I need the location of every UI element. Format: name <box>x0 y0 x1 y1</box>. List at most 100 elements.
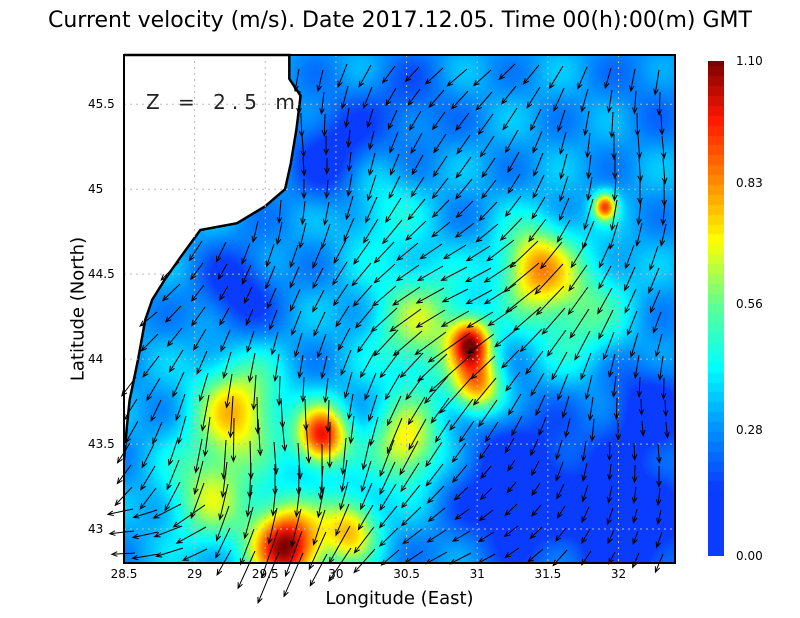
velocity-arrow <box>455 112 470 132</box>
velocity-arrow <box>141 443 155 469</box>
velocity-arrow <box>535 394 546 417</box>
velocity-arrow <box>270 485 277 517</box>
velocity-arrow <box>522 64 540 85</box>
velocity-arrow <box>507 459 516 472</box>
velocity-arrow <box>230 417 237 463</box>
velocity-arrow <box>580 88 589 113</box>
velocity-arrow <box>190 284 205 302</box>
velocity-arrow <box>220 461 228 499</box>
velocity-arrow <box>504 547 520 559</box>
velocity-arrow <box>631 464 638 484</box>
velocity-arrow <box>360 482 373 511</box>
velocity-arrow <box>654 333 663 358</box>
velocity-arrow <box>659 223 667 247</box>
velocity-arrow <box>465 245 491 262</box>
velocity-arrow <box>481 179 497 200</box>
velocity-arrow <box>426 529 447 543</box>
velocity-arrow <box>404 66 420 83</box>
velocity-arrow <box>526 86 541 109</box>
velocity-arrow <box>577 66 588 90</box>
velocity-arrow <box>586 176 593 202</box>
velocity-arrow <box>453 486 469 501</box>
velocity-arrow <box>354 306 374 329</box>
velocity-arrow <box>455 178 473 200</box>
velocity-arrow <box>639 420 646 437</box>
velocity-arrow <box>215 241 227 263</box>
y-tick-label: 44 <box>88 352 104 367</box>
velocity-arrow <box>556 483 565 500</box>
velocity-arrow <box>351 262 372 287</box>
velocity-arrow <box>481 157 496 179</box>
velocity-arrow <box>373 263 396 284</box>
velocity-arrow <box>193 328 207 352</box>
velocity-arrow <box>534 263 564 295</box>
velocity-arrow <box>466 333 495 355</box>
velocity-arrow <box>649 245 659 271</box>
velocity-arrow <box>166 459 180 491</box>
velocity-arrow <box>218 483 229 521</box>
velocity-arrow <box>632 530 639 546</box>
velocity-arrow <box>606 89 613 114</box>
velocity-arrow <box>440 310 470 328</box>
velocity-arrow <box>142 355 160 378</box>
velocity-arrow <box>153 525 183 538</box>
velocity-arrow <box>638 398 645 416</box>
velocity-arrow <box>241 242 251 266</box>
velocity-arrow <box>196 350 208 375</box>
velocity-arrow <box>415 309 446 328</box>
velocity-arrow <box>558 131 567 155</box>
velocity-arrow <box>478 509 494 522</box>
velocity-arrow <box>239 528 255 566</box>
velocity-arrow <box>281 419 288 452</box>
land-area <box>124 55 301 460</box>
x-tick-label: 32 <box>610 567 627 581</box>
velocity-arrow <box>291 310 302 336</box>
velocity-arrow <box>414 331 447 356</box>
velocity-arrow <box>440 266 468 282</box>
velocity-arrow <box>333 239 347 265</box>
velocity-arrow <box>519 328 543 353</box>
velocity-arrow <box>546 329 567 357</box>
velocity-arrow <box>612 177 618 202</box>
velocity-arrow <box>215 505 230 542</box>
velocity-arrow <box>441 288 469 303</box>
velocity-arrow <box>478 399 498 428</box>
velocity-arrow <box>247 462 253 499</box>
velocity-arrow <box>270 331 279 356</box>
velocity-arrow <box>283 552 304 598</box>
velocity-arrow <box>150 399 162 422</box>
velocity-arrow <box>316 333 327 359</box>
velocity-arrow <box>217 263 228 281</box>
velocity-arrow <box>500 85 517 105</box>
velocity-arrow <box>289 266 300 289</box>
velocity-arrow <box>320 355 328 380</box>
velocity-arrow <box>139 487 157 510</box>
plot-frame <box>123 54 676 564</box>
velocity-arrow <box>190 482 205 520</box>
velocity-arrow <box>407 396 426 426</box>
velocity-arrow <box>530 108 542 132</box>
velocity-arrow <box>300 134 307 158</box>
velocity-arrow <box>301 178 307 200</box>
colorbar-tick-label: 0.56 <box>736 297 763 311</box>
velocity-arrow <box>636 134 643 160</box>
velocity-arrow <box>219 307 230 327</box>
velocity-arrow <box>290 508 302 548</box>
velocity-arrow <box>385 197 402 224</box>
velocity-arrow <box>475 223 499 243</box>
velocity-arrow <box>653 69 660 96</box>
velocity-arrow <box>140 465 156 491</box>
velocity-arrow <box>428 89 445 109</box>
velocity-arrow <box>477 531 495 543</box>
velocity-arrow <box>305 420 312 464</box>
velocity-arrow <box>568 264 588 292</box>
velocity-arrow <box>657 355 664 382</box>
velocity-arrow <box>427 332 471 363</box>
velocity-arrow <box>408 110 422 132</box>
velocity-arrow <box>581 528 591 545</box>
velocity-arrow <box>193 460 204 496</box>
velocity-arrow <box>652 311 662 334</box>
velocity-arrow <box>633 354 640 380</box>
velocity-arrow <box>335 503 350 537</box>
velocity-arrow <box>655 487 662 507</box>
